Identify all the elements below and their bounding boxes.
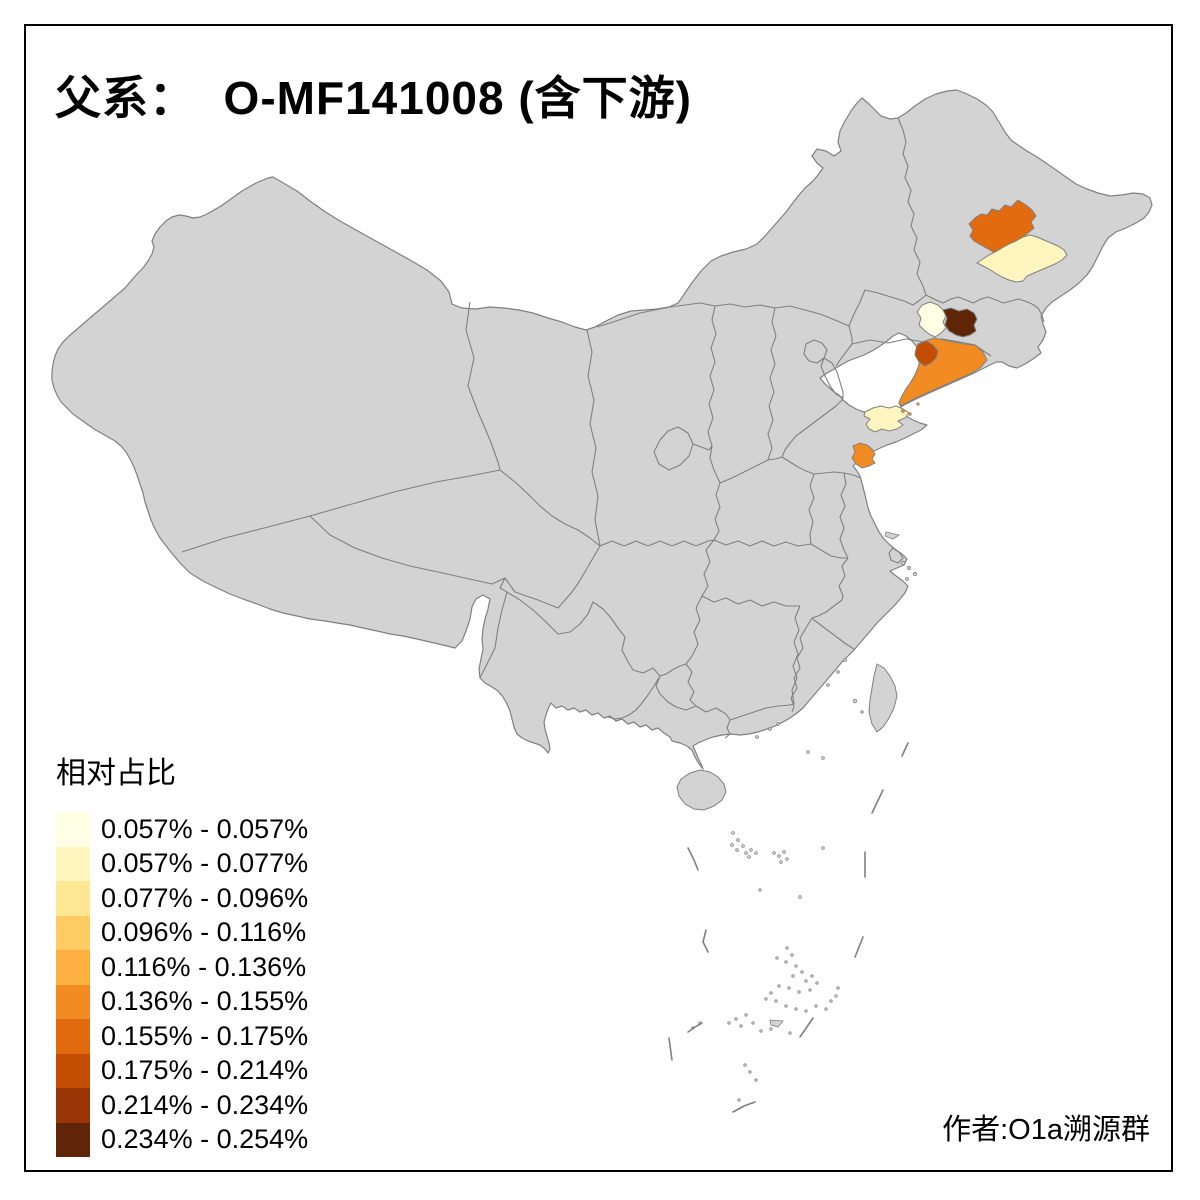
region-central-jilin[interactable] [916,301,947,338]
legend-item: 0.057% - 0.057% [56,812,308,847]
legend-swatch [56,1053,90,1088]
legend-label: 0.175% - 0.214% [101,1055,309,1086]
map-frame-border [24,24,1173,1172]
legend-swatch [56,915,90,950]
legend-rows: 0.057% - 0.057% 0.057% - 0.077% 0.077% -… [56,812,308,1157]
author-credit: 作者:O1a溯源群 [942,1114,1150,1146]
legend-label: 0.214% - 0.234% [101,1089,309,1120]
legend-swatch [56,881,90,916]
legend-item: 0.234% - 0.254% [56,1122,309,1157]
region-fushun[interactable] [942,307,978,338]
sea-boundary-dashes [668,742,909,1113]
legend-item: 0.096% - 0.116% [56,915,308,950]
legend-item: 0.175% - 0.214% [56,1053,309,1088]
legend-label: 0.096% - 0.116% [101,917,307,948]
south-china-sea-islets [691,750,840,1102]
province-borders [181,117,1045,739]
legend-swatch [56,984,90,1019]
legend: 相对占比 0.057% - 0.057% 0.057% - 0.077% 0.0… [56,748,308,1157]
dalian-islets [901,402,920,416]
legend-swatch [56,812,90,847]
region-yantai[interactable] [863,405,910,433]
legend-label: 0.077% - 0.096% [101,882,309,913]
legend-title: 相对占比 [56,757,176,790]
legend-item: 0.155% - 0.175% [56,1019,308,1054]
region-qingdao[interactable] [851,442,876,469]
legend-label: 0.155% - 0.175% [101,1020,309,1051]
legend-item: 0.077% - 0.096% [56,881,308,916]
legend-swatch [56,1088,90,1123]
legend-item: 0.057% - 0.077% [56,846,309,881]
legend-item: 0.136% - 0.155% [56,984,309,1019]
legend-label: 0.057% - 0.057% [101,813,309,844]
region-west-heilongjiang[interactable] [968,199,1037,254]
hainan-island[interactable] [676,769,727,811]
legend-label: 0.136% - 0.155% [101,986,309,1017]
legend-item: 0.116% - 0.136% [56,950,308,985]
taiwan-island[interactable] [868,663,898,733]
region-harbin[interactable] [976,234,1068,283]
page-title: 父系： O-MF141008 (含下游) [55,72,692,124]
coastal-islands [755,531,918,1028]
legend-swatch [56,846,90,881]
legend-swatch [56,1019,90,1054]
legend-item: 0.214% - 0.234% [56,1088,308,1123]
legend-label: 0.234% - 0.254% [101,1124,309,1155]
legend-swatch [56,950,90,985]
legend-label: 0.057% - 0.077% [101,848,309,879]
legend-swatch [56,1122,90,1157]
legend-label: 0.116% - 0.136% [101,951,307,982]
region-anshan[interactable] [914,340,939,367]
mainland-china[interactable] [51,89,1153,770]
